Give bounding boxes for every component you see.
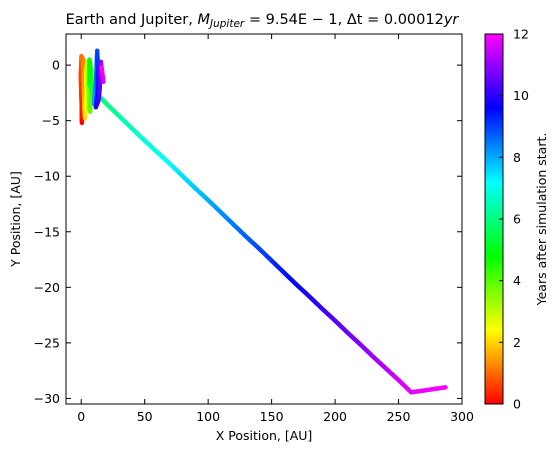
colorbar-tick-label: 10 bbox=[513, 88, 529, 103]
x-tick-label: 100 bbox=[196, 409, 220, 424]
colorbar-tick-label: 0 bbox=[513, 397, 521, 412]
colorbar-tick-label: 8 bbox=[513, 150, 521, 165]
x-axis-label: X Position, [AU] bbox=[216, 428, 313, 443]
x-tick-label: 250 bbox=[387, 409, 411, 424]
y-tick-label: −20 bbox=[34, 280, 60, 295]
colorbar-label: Years after simulation start. bbox=[534, 133, 549, 307]
colorbar-tick-label: 4 bbox=[513, 273, 521, 288]
chart-title: Earth and Jupiter, MJupiter = 9.54E − 1,… bbox=[66, 12, 460, 30]
x-axis-ticks: 0 50 100 150 200 250 300 bbox=[77, 34, 474, 424]
y-axis-label: Y Position, [AU] bbox=[8, 171, 23, 268]
y-tick-label: −30 bbox=[34, 391, 60, 406]
colorbar-tick-label: 12 bbox=[513, 27, 529, 42]
colorbar-tick-label: 2 bbox=[513, 335, 521, 350]
data-point bbox=[99, 65, 104, 70]
data-points bbox=[78, 48, 448, 395]
y-axis-ticks: 0 −5 −10 −15 −20 −25 −30 bbox=[34, 58, 462, 406]
plot-area bbox=[66, 34, 462, 404]
colorbar-tick-label: 6 bbox=[513, 212, 521, 227]
colorbar-ticks: 0 2 4 6 8 10 12 bbox=[499, 27, 529, 412]
data-point bbox=[443, 385, 448, 390]
x-tick-label: 0 bbox=[77, 409, 85, 424]
y-tick-label: −15 bbox=[34, 224, 60, 239]
plot-frame bbox=[65, 33, 463, 405]
y-tick-label: 0 bbox=[52, 58, 60, 73]
x-tick-label: 50 bbox=[137, 409, 153, 424]
x-tick-label: 150 bbox=[260, 409, 284, 424]
y-tick-label: −10 bbox=[34, 169, 60, 184]
x-tick-label: 300 bbox=[450, 409, 474, 424]
x-tick-label: 200 bbox=[323, 409, 347, 424]
y-tick-label: −25 bbox=[34, 335, 60, 350]
y-tick-label: −5 bbox=[42, 113, 60, 128]
